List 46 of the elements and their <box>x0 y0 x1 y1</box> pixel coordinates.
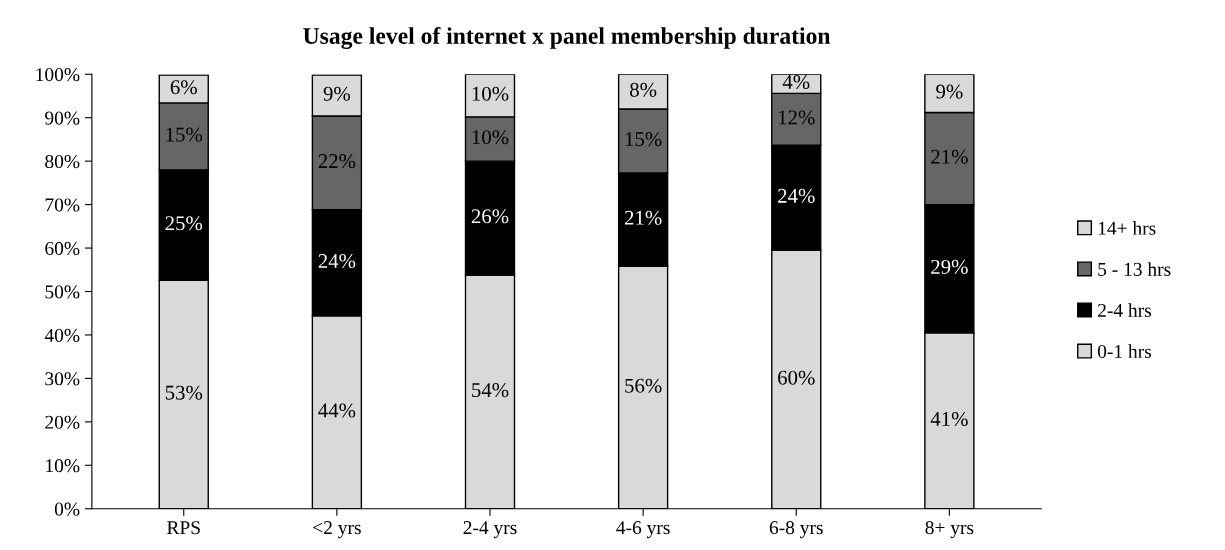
data-label: 9% <box>936 84 963 99</box>
data-label: 44% <box>318 403 356 418</box>
x-tick-label: RPS <box>167 521 200 535</box>
x-tick-label: 8+ yrs <box>925 521 974 539</box>
data-label: 12% <box>778 110 815 125</box>
data-label: 41% <box>930 411 968 427</box>
y-tick-label: 20% <box>45 415 80 429</box>
y-tick-label: 70% <box>45 198 80 212</box>
data-label: 53% <box>165 385 203 400</box>
data-label: 10% <box>472 130 509 145</box>
data-label: 21% <box>931 149 968 164</box>
data-label: 15% <box>625 132 662 147</box>
data-label: 9% <box>323 86 351 101</box>
x-tick-label: 2-4 yrs <box>463 521 517 539</box>
data-label: 56% <box>625 378 662 393</box>
y-tick-label: 40% <box>44 328 80 342</box>
data-label: 60% <box>778 370 815 385</box>
chart-title: Usage level of internet x panel membership duration <box>303 27 831 49</box>
data-label: 29% <box>931 259 968 274</box>
data-label: 25% <box>165 216 203 231</box>
legend-label: 0-1 hrs <box>1097 344 1152 359</box>
y-tick-label: 60% <box>45 241 80 256</box>
y-tick-label: 0% <box>54 502 80 516</box>
data-label: 24% <box>778 188 815 203</box>
y-tick-label: 50% <box>45 285 80 299</box>
x-tick-label: 4-6 yrs <box>616 521 670 539</box>
data-label: 24% <box>318 253 356 269</box>
data-label: 8% <box>630 82 657 97</box>
y-tick-label: 90% <box>45 111 80 125</box>
legend-label: 2-4 hrs <box>1098 303 1152 317</box>
x-tick-label: <2 yrs <box>313 521 361 539</box>
data-label: 6% <box>170 80 197 95</box>
y-tick-label: 80% <box>45 154 80 169</box>
data-label: 15% <box>166 127 203 142</box>
y-tick-label: 30% <box>45 372 80 386</box>
data-label: 10% <box>472 86 509 101</box>
y-tick-label: 10% <box>46 459 80 473</box>
data-label: 21% <box>624 210 662 225</box>
x-tick-label: 6-8 yrs <box>769 521 823 539</box>
data-label: 54% <box>472 383 509 398</box>
data-label: 4% <box>782 74 810 90</box>
data-label: 26% <box>471 209 509 224</box>
legend-label: 5 - 13 hrs <box>1098 262 1171 276</box>
y-tick-label: 100% <box>36 68 80 82</box>
legend-label: 14+ hrs <box>1098 221 1156 235</box>
data-label: 22% <box>318 154 356 169</box>
